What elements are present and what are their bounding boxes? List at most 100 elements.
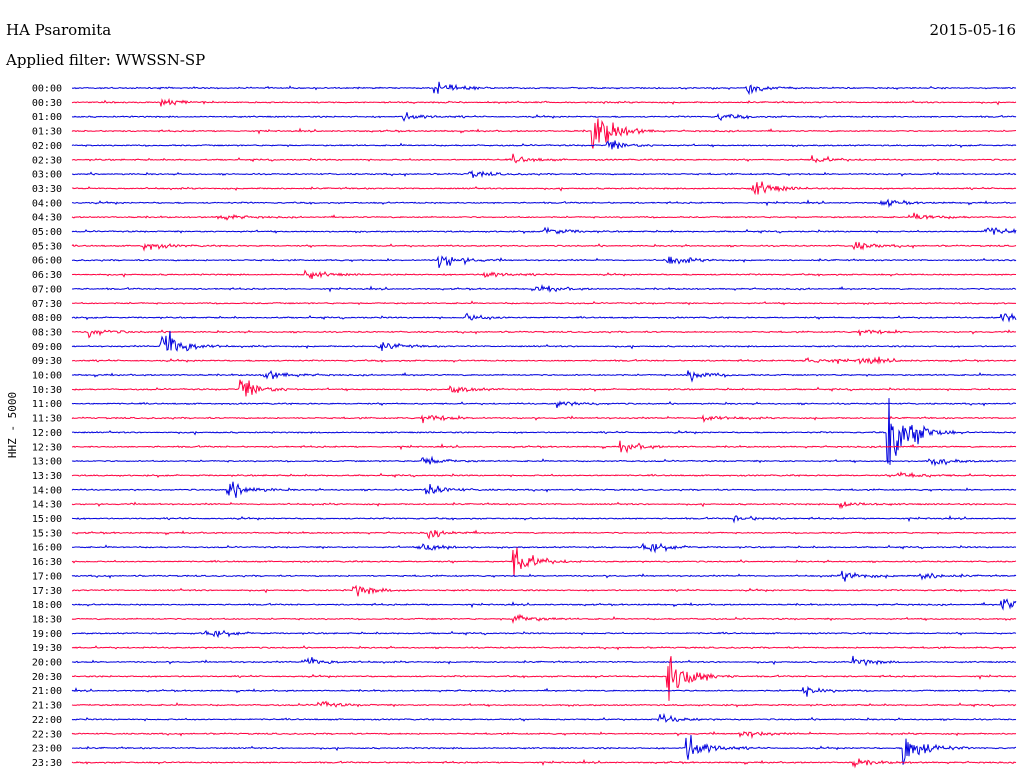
- trace-line: [71, 570, 1017, 582]
- trace-line: [71, 514, 1017, 524]
- trace-line: [71, 501, 1017, 510]
- row-label: 23:30: [32, 758, 62, 769]
- row-label: 08:00: [32, 313, 62, 324]
- row-label: 00:30: [32, 98, 62, 109]
- trace-line: [71, 312, 1017, 323]
- trace-line: [71, 112, 1017, 122]
- row-label: 20:30: [32, 672, 62, 683]
- row-label: 18:00: [32, 600, 62, 611]
- row-label: 16:00: [32, 543, 62, 554]
- trace-line: [71, 730, 1017, 740]
- trace-line: [71, 414, 1017, 424]
- row-label: 13:30: [32, 471, 62, 482]
- trace-line: [71, 241, 1017, 252]
- trace-line: [71, 400, 1016, 409]
- date-label: 2015-05-16: [929, 21, 1016, 39]
- row-label: 09:30: [32, 356, 62, 367]
- trace-line: [71, 584, 1017, 597]
- trace-line: [71, 398, 1016, 465]
- row-label: 10:30: [32, 385, 62, 396]
- row-labels: 00:00 00:30 01:00 01:30 02:00 02:30 03:00 03:30…: [32, 84, 62, 769]
- row-label: 19:30: [32, 643, 62, 654]
- trace-line: [71, 735, 1017, 765]
- row-label: 13:00: [32, 457, 62, 468]
- row-label: 12:30: [32, 442, 62, 453]
- row-label: 21:30: [32, 701, 62, 712]
- trace-line: [71, 598, 1017, 611]
- trace-line: [71, 330, 1017, 352]
- trace-line: [71, 685, 1017, 697]
- trace-line: [72, 169, 1017, 178]
- traces: [71, 81, 1017, 769]
- row-label: 22:00: [32, 715, 62, 726]
- row-label: 03:00: [32, 170, 62, 181]
- trace-line: [71, 269, 1016, 280]
- row-label: 08:30: [32, 327, 62, 338]
- row-label: 03:30: [32, 184, 62, 195]
- row-label: 00:00: [32, 84, 62, 95]
- row-label: 10:00: [32, 371, 62, 382]
- row-label: 09:00: [32, 342, 62, 353]
- row-label: 23:00: [32, 744, 62, 755]
- row-label: 12:00: [32, 428, 62, 439]
- filter-label: Applied filter: WWSSN-SP: [6, 51, 206, 69]
- row-label: 07:00: [32, 284, 62, 295]
- trace-line: [71, 645, 1017, 651]
- row-label: 16:30: [32, 557, 62, 568]
- row-label: 07:30: [32, 299, 62, 310]
- trace-line: [71, 542, 1017, 554]
- trace-line: [71, 226, 1017, 235]
- trace-line: [71, 198, 1017, 209]
- trace-line: [71, 328, 1016, 339]
- row-label: 19:00: [32, 629, 62, 640]
- row-label: 04:00: [32, 198, 62, 209]
- trace-line: [71, 118, 1017, 149]
- trace-line: [71, 655, 1017, 667]
- row-label: 01:30: [32, 127, 62, 138]
- y-axis-label: HHZ - 5000: [6, 392, 19, 458]
- trace-line: [71, 656, 1017, 701]
- trace-line: [71, 369, 1017, 383]
- trace-line: [71, 529, 1017, 540]
- row-label: 06:30: [32, 270, 62, 281]
- row-label: 05:30: [32, 241, 62, 252]
- trace-line: [71, 547, 1017, 577]
- trace-line: [71, 481, 1017, 498]
- trace-line: [71, 712, 1017, 723]
- station-title: HA Psaromita: [6, 21, 112, 39]
- trace-line: [71, 356, 1017, 365]
- row-label: 11:30: [32, 414, 62, 425]
- row-label: 14:00: [32, 485, 62, 496]
- row-label: 05:00: [32, 227, 62, 238]
- trace-line: [71, 629, 1017, 639]
- row-label: 01:00: [32, 112, 62, 123]
- row-label: 18:30: [32, 614, 62, 625]
- trace-line: [71, 700, 1017, 708]
- trace-line: [71, 613, 1017, 625]
- row-label: 06:00: [32, 256, 62, 267]
- trace-line: [71, 212, 1017, 221]
- trace-line: [71, 97, 1017, 107]
- trace-line: [72, 440, 1017, 454]
- trace-line: [71, 471, 1017, 479]
- trace-line: [71, 379, 1017, 397]
- row-label: 15:30: [32, 528, 62, 539]
- row-label: 17:00: [32, 571, 62, 582]
- trace-line: [71, 81, 1017, 96]
- row-label: 21:00: [32, 686, 62, 697]
- row-label: 15:00: [32, 514, 62, 525]
- trace-line: [71, 758, 1017, 769]
- trace-line: [71, 255, 1017, 268]
- row-label: 22:30: [32, 729, 62, 740]
- trace-line: [72, 300, 1017, 306]
- trace-line: [71, 153, 1017, 164]
- row-label: 04:30: [32, 213, 62, 224]
- row-label: 11:00: [32, 399, 62, 410]
- row-label: 14:30: [32, 500, 62, 511]
- trace-line: [71, 455, 1016, 467]
- trace-line: [71, 140, 1017, 150]
- row-label: 20:00: [32, 658, 62, 669]
- row-label: 17:30: [32, 586, 62, 597]
- trace-line: [71, 181, 1017, 196]
